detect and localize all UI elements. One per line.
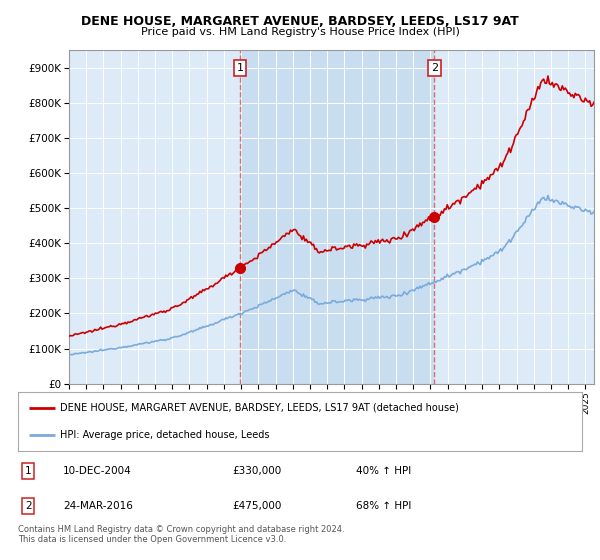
Text: £330,000: £330,000 — [232, 466, 281, 476]
Text: 2: 2 — [25, 501, 31, 511]
Text: HPI: Average price, detached house, Leeds: HPI: Average price, detached house, Leed… — [60, 430, 270, 440]
Text: 68% ↑ HPI: 68% ↑ HPI — [356, 501, 412, 511]
Text: 24-MAR-2016: 24-MAR-2016 — [63, 501, 133, 511]
Bar — [240, 50, 434, 384]
Text: DENE HOUSE, MARGARET AVENUE, BARDSEY, LEEDS, LS17 9AT: DENE HOUSE, MARGARET AVENUE, BARDSEY, LE… — [81, 15, 519, 27]
Text: £475,000: £475,000 — [232, 501, 281, 511]
Text: 1: 1 — [236, 63, 244, 73]
Text: Price paid vs. HM Land Registry's House Price Index (HPI): Price paid vs. HM Land Registry's House … — [140, 27, 460, 37]
Text: 10-DEC-2004: 10-DEC-2004 — [63, 466, 132, 476]
Text: 1: 1 — [25, 466, 31, 476]
Text: DENE HOUSE, MARGARET AVENUE, BARDSEY, LEEDS, LS17 9AT (detached house): DENE HOUSE, MARGARET AVENUE, BARDSEY, LE… — [60, 403, 459, 413]
Text: Contains HM Land Registry data © Crown copyright and database right 2024.
This d: Contains HM Land Registry data © Crown c… — [18, 525, 344, 544]
Text: 40% ↑ HPI: 40% ↑ HPI — [356, 466, 412, 476]
Text: 2: 2 — [431, 63, 438, 73]
